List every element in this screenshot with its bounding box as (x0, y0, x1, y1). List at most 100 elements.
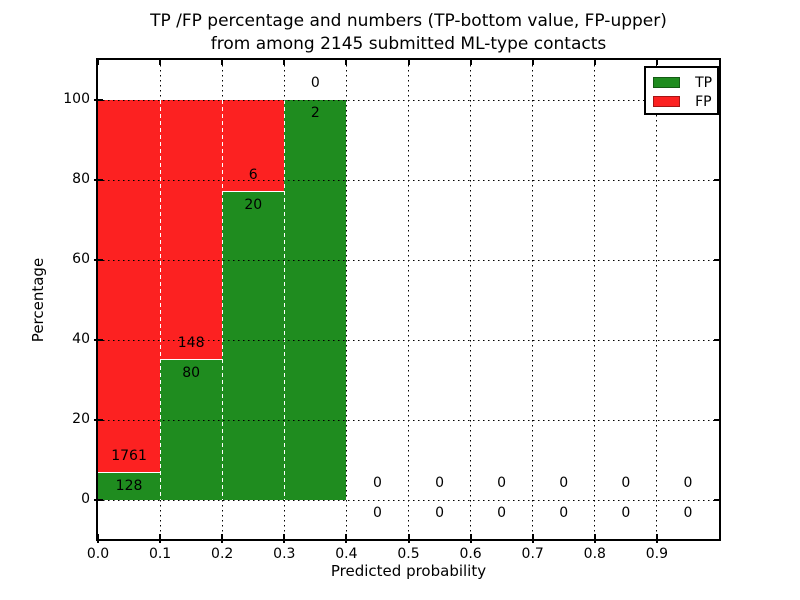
x-tick-top (469, 60, 472, 65)
y-tick-left (94, 99, 103, 101)
tp-count-label: 0 (559, 505, 569, 521)
x-tick-top (655, 60, 658, 65)
x-tick-top (159, 60, 162, 65)
y-tick-left (94, 179, 103, 181)
bar-segment-tp (98, 472, 161, 500)
x-tick-bottom (655, 534, 658, 543)
x-tick-label: 0.4 (335, 546, 358, 562)
v-gridline (408, 60, 409, 539)
legend-label-fp: FP (695, 93, 712, 110)
x-tick-bottom (221, 534, 224, 543)
x-tick-top (531, 60, 534, 65)
tp-count-label: 0 (621, 505, 631, 521)
x-tick-top (283, 60, 286, 65)
bar-segment-tp (284, 100, 347, 500)
plot-area: 0.0 0.1 0.2 0.3 0.4 0.5 0.6 0.7 0.8 0.9 0 20 40 60 80 1… (63, 58, 721, 562)
tp-count-label: 0 (683, 505, 693, 521)
x-tick-bottom (531, 534, 534, 543)
h-gridline (98, 179, 719, 181)
x-tick-top (407, 60, 410, 65)
h-gridline (98, 499, 719, 501)
chart-title-line2: from among 2145 submitted ML-type contac… (210, 34, 607, 54)
h-gridline (98, 419, 719, 421)
y-tick-right (714, 179, 719, 181)
tp-count-label: 0 (372, 505, 382, 521)
y-tick-right (714, 499, 719, 501)
h-gridline (98, 99, 719, 101)
legend-swatch-tp-icon (653, 77, 680, 88)
h-gridline (98, 339, 719, 341)
bar-boundary-dash (283, 100, 285, 500)
tp-count-label: 0 (497, 505, 507, 521)
x-tick-top (593, 60, 596, 65)
v-gridline (656, 60, 658, 539)
fp-count-label: 1761 (111, 447, 147, 464)
tp-count-label: 2 (310, 105, 320, 121)
legend: TP FP (644, 66, 719, 115)
x-tick-bottom (469, 534, 472, 543)
fp-count-label: 0 (559, 475, 569, 491)
tp-count-label: 128 (115, 477, 143, 494)
chart-title-line1: TP /FP percentage and numbers (TP-bottom… (150, 11, 667, 31)
v-gridline (345, 60, 347, 539)
x-tick-bottom (159, 534, 162, 543)
bar-segment-divider (222, 191, 285, 193)
fp-count-label: 6 (248, 167, 258, 184)
y-axis-label: Percentage (29, 257, 47, 343)
bar-boundary-dash (221, 100, 223, 500)
x-tick-label: 0.3 (273, 546, 296, 562)
bar-segment-fp (98, 100, 161, 473)
x-axis-label: Predicted probability (330, 562, 487, 580)
bar-segment-tp (222, 192, 285, 500)
x-tick-label: 0.1 (148, 546, 172, 562)
fp-count-label: 0 (435, 475, 444, 491)
x-tick-bottom (283, 534, 286, 543)
legend-item-tp: TP (653, 72, 717, 91)
y-tick-right (714, 259, 719, 261)
x-tick-bottom (97, 534, 99, 543)
fp-count-label: 0 (310, 75, 320, 91)
y-tick-label: 100 (63, 91, 90, 107)
y-tick-label: 60 (72, 251, 90, 267)
x-tick-label: 0.6 (459, 546, 482, 562)
x-tick-label: 0.0 (86, 546, 110, 562)
x-tick-label: 0.5 (397, 546, 420, 562)
v-gridline (532, 60, 534, 539)
x-tick-label: 0.7 (521, 546, 544, 562)
y-tick-label: 20 (72, 411, 90, 427)
fp-count-label: 0 (497, 475, 507, 491)
x-tick-top (221, 60, 224, 65)
x-tick-top (97, 60, 99, 65)
y-tick-left (94, 499, 103, 501)
y-tick-left (94, 419, 103, 421)
y-tick-label: 80 (72, 171, 90, 187)
v-gridline (470, 60, 472, 539)
x-tick-top (345, 60, 348, 65)
v-gridline (594, 60, 596, 539)
y-tick-right (714, 339, 719, 341)
y-tick-label: 0 (81, 491, 90, 507)
bar-boundary-dash (159, 100, 161, 500)
legend-label-tp: TP (695, 74, 713, 91)
x-tick-bottom (407, 534, 410, 543)
bar-segment-fp (160, 100, 223, 360)
fp-count-label: 0 (683, 475, 693, 491)
fp-count-label: 0 (372, 475, 382, 491)
tp-count-label: 80 (182, 364, 201, 381)
x-tick-bottom (345, 534, 348, 543)
tp-count-label: 20 (244, 197, 263, 214)
fp-count-label: 148 (177, 334, 205, 351)
y-tick-label: 40 (72, 331, 90, 347)
bar-segment-fp (222, 100, 285, 193)
y-tick-left (94, 259, 103, 261)
bar-segment-divider (160, 358, 223, 360)
legend-swatch-fp-icon (653, 96, 680, 107)
y-tick-right (714, 419, 719, 421)
tp-count-label: 0 (435, 505, 444, 521)
x-tick-label: 0.2 (211, 546, 234, 562)
x-tick-label: 0.8 (583, 546, 606, 562)
x-tick-label: 0.9 (645, 546, 669, 562)
y-tick-left (94, 339, 103, 341)
bar-segment-tp (160, 359, 223, 500)
